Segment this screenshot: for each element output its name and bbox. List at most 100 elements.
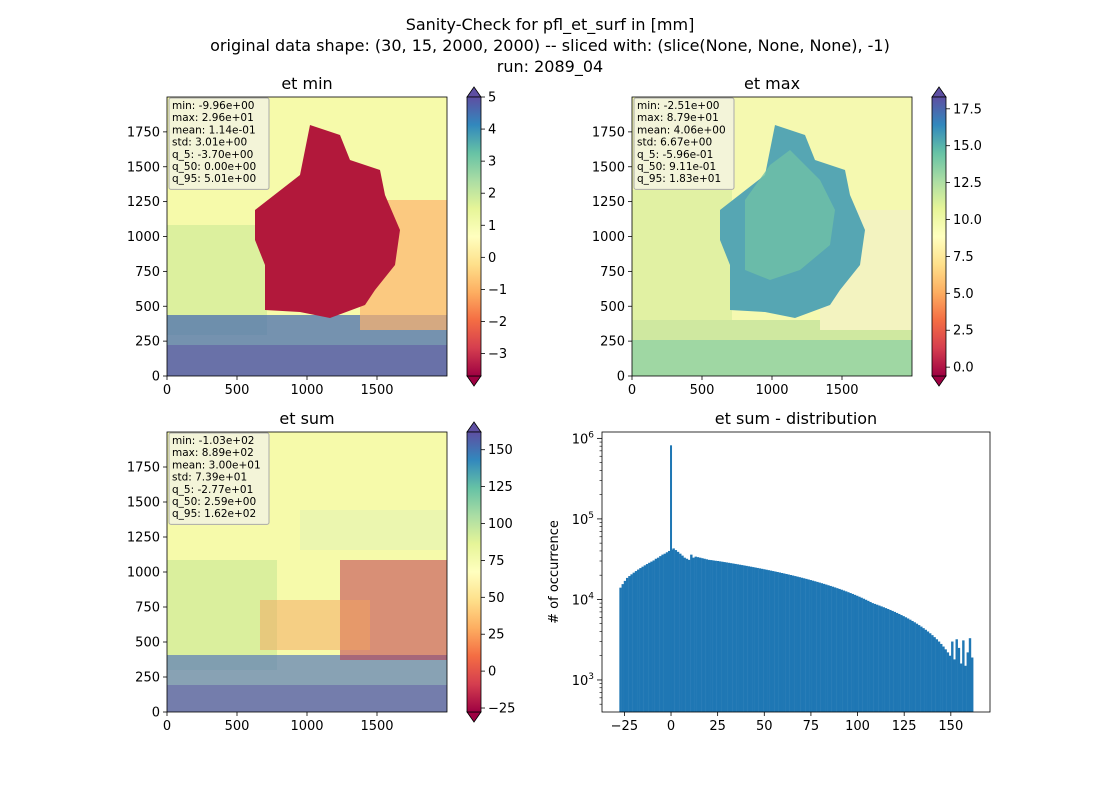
histogram-bar <box>690 554 693 712</box>
histogram-bar <box>873 603 877 712</box>
histogram-bar <box>882 607 885 712</box>
stats-line: min: -1.03e+02 <box>172 435 254 447</box>
histogram-bar <box>668 550 671 712</box>
colorbar-tick-label: 10.0 <box>953 213 982 228</box>
histogram-bar <box>809 580 812 712</box>
x-tick-label: 1000 <box>290 383 323 398</box>
y-axis: 0 250 500 750 1000 1250 1500 1750 <box>127 125 167 385</box>
histogram-bar <box>816 581 819 712</box>
stats-line: q_95: 1.62e+02 <box>172 508 256 520</box>
histogram-bar <box>749 566 753 712</box>
x-tick-label: 500 <box>690 383 715 398</box>
histogram-bar <box>630 574 633 712</box>
histogram-bar <box>926 631 930 712</box>
panel-et-sum-distribution: et sum - distribution −25 0 25 50 75 100 125 15… <box>547 409 991 734</box>
histogram-bar <box>752 567 755 712</box>
histogram-bar <box>895 612 899 712</box>
histogram-bar <box>948 655 952 712</box>
panel-title: et sum - distribution <box>715 409 877 428</box>
colorbar-tick-label: 75 <box>488 554 505 569</box>
y-tick-label: 0 <box>617 370 625 385</box>
colorbar-extend-bottom <box>466 711 482 723</box>
stats-line: mean: 1.14e-01 <box>172 124 256 136</box>
stats-line: max: 8.89e+02 <box>172 447 254 459</box>
histogram-bar <box>802 578 806 712</box>
histogram-bar <box>623 580 627 712</box>
histogram-bar <box>951 641 954 712</box>
panel-title: et min <box>281 74 332 93</box>
histogram-bar <box>840 589 843 712</box>
histogram-bar <box>663 553 666 712</box>
colorbar-tick-label: −25 <box>488 702 515 717</box>
histogram-bar <box>875 604 879 712</box>
colorbar-tick-label: 150 <box>488 443 513 458</box>
histogram-bar <box>968 638 972 712</box>
y-tick-label: 1000 <box>592 230 625 245</box>
y-tick-label: 500 <box>135 636 160 651</box>
colorbar-tick-label: −3 <box>488 347 507 362</box>
histogram-bar <box>701 558 704 712</box>
histogram-bar <box>672 548 675 712</box>
histogram-bar <box>933 637 936 712</box>
histogram-bar <box>743 565 746 712</box>
x-tick-label: −25 <box>611 719 638 734</box>
y-tick-label: 1500 <box>127 496 160 511</box>
histogram-bar <box>796 576 799 712</box>
histogram-bar <box>625 577 629 712</box>
histogram-bar <box>679 553 682 712</box>
histogram-bar <box>729 563 733 712</box>
histogram-bar <box>869 601 872 712</box>
y-axis: 0 250 500 750 1000 1250 1500 1750 <box>127 461 167 721</box>
histogram-bar <box>811 580 815 712</box>
histogram-bar <box>758 568 762 712</box>
panel-et-sum: et sum 0 500 1000 1500 02505007501000125015… <box>127 409 516 734</box>
stats-line: q_50: 9.11e-01 <box>637 161 716 173</box>
histogram-bar <box>791 575 795 712</box>
histogram-bar <box>920 626 923 712</box>
histogram-bar <box>760 568 764 712</box>
histogram-bar <box>665 552 669 712</box>
histogram-bar <box>685 558 689 712</box>
stats-line: q_95: 5.01e+00 <box>172 173 256 185</box>
histogram-bar <box>740 565 744 712</box>
histogram-bar <box>959 663 963 712</box>
histogram-bar <box>645 564 649 712</box>
colorbar-tick-label: 0 <box>488 665 496 680</box>
colorbar-extend-bottom <box>466 375 482 387</box>
histogram-bar <box>800 577 804 712</box>
histogram-bar <box>825 584 828 712</box>
histogram-bar <box>716 561 720 712</box>
x-tick-label: 0 <box>163 383 171 398</box>
histogram-bar-spike <box>670 445 673 712</box>
histogram-bar <box>736 564 739 712</box>
stats-line: max: 8.79e+01 <box>637 112 719 124</box>
histogram-bar <box>747 566 751 712</box>
colorbar-tick-label: −1 <box>488 283 507 298</box>
histogram-bar <box>659 556 662 712</box>
colorbar-tick-label: 4 <box>488 123 496 138</box>
histogram-bar <box>785 573 788 712</box>
y-tick-label: 1500 <box>592 160 625 175</box>
histogram-bar <box>851 593 854 712</box>
y-tick-label: 1750 <box>592 125 625 140</box>
histogram-bar <box>780 572 784 712</box>
x-tick-label: 1500 <box>360 383 393 398</box>
histogram-bar <box>917 625 921 712</box>
stats-line: min: -9.96e+00 <box>172 100 254 112</box>
x-axis: 0 500 1000 1500 <box>628 376 859 398</box>
histogram-bar <box>654 558 658 712</box>
histogram-bar <box>783 573 786 712</box>
colorbar-tick-label: 25 <box>488 628 505 643</box>
x-tick-label: 0 <box>667 719 675 734</box>
x-tick-label: 25 <box>709 719 726 734</box>
histogram-bar <box>886 609 890 712</box>
figure-title-line-2: original data shape: (30, 15, 2000, 2000… <box>210 36 890 55</box>
x-tick-label: 100 <box>845 719 870 734</box>
histogram-bar <box>694 556 697 712</box>
histogram-bar <box>805 578 808 712</box>
x-tick-label: 1000 <box>290 719 323 734</box>
histogram-bar <box>703 558 706 712</box>
histogram-bar <box>922 628 925 712</box>
